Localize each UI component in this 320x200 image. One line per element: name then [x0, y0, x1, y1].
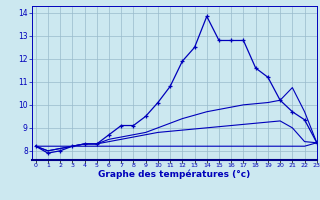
X-axis label: Graphe des températures (°c): Graphe des températures (°c) — [98, 170, 251, 179]
